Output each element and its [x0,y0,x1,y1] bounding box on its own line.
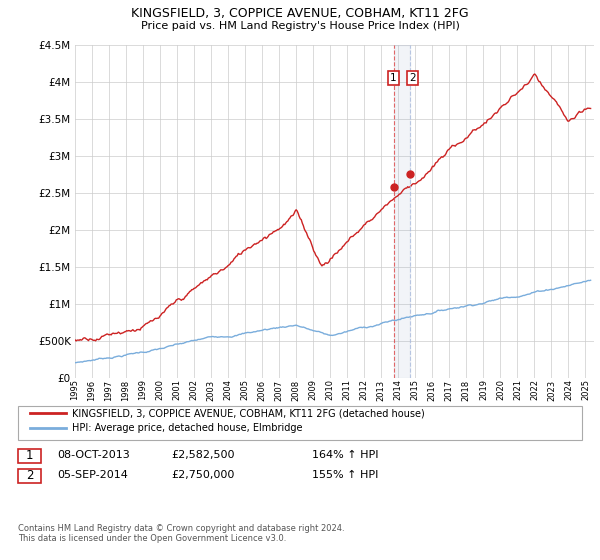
Text: 08-OCT-2013: 08-OCT-2013 [57,450,130,460]
Text: 1: 1 [26,449,33,462]
Text: £2,582,500: £2,582,500 [171,450,235,460]
Text: 2: 2 [26,469,33,482]
Text: 164% ↑ HPI: 164% ↑ HPI [312,450,379,460]
Text: £2,750,000: £2,750,000 [171,470,235,480]
Text: KINGSFIELD, 3, COPPICE AVENUE, COBHAM, KT11 2FG (detached house): KINGSFIELD, 3, COPPICE AVENUE, COBHAM, K… [72,408,425,418]
Text: 1: 1 [390,73,397,83]
Text: Price paid vs. HM Land Registry's House Price Index (HPI): Price paid vs. HM Land Registry's House … [140,21,460,31]
Text: 05-SEP-2014: 05-SEP-2014 [57,470,128,480]
Text: 155% ↑ HPI: 155% ↑ HPI [312,470,379,480]
Bar [394,45,410,378]
Text: 2: 2 [409,73,416,83]
Text: Contains HM Land Registry data © Crown copyright and database right 2024.
This d: Contains HM Land Registry data © Crown c… [18,524,344,543]
Text: KINGSFIELD, 3, COPPICE AVENUE, COBHAM, KT11 2FG: KINGSFIELD, 3, COPPICE AVENUE, COBHAM, K… [131,7,469,20]
Text: HPI: Average price, detached house, Elmbridge: HPI: Average price, detached house, Elmb… [72,423,302,433]
